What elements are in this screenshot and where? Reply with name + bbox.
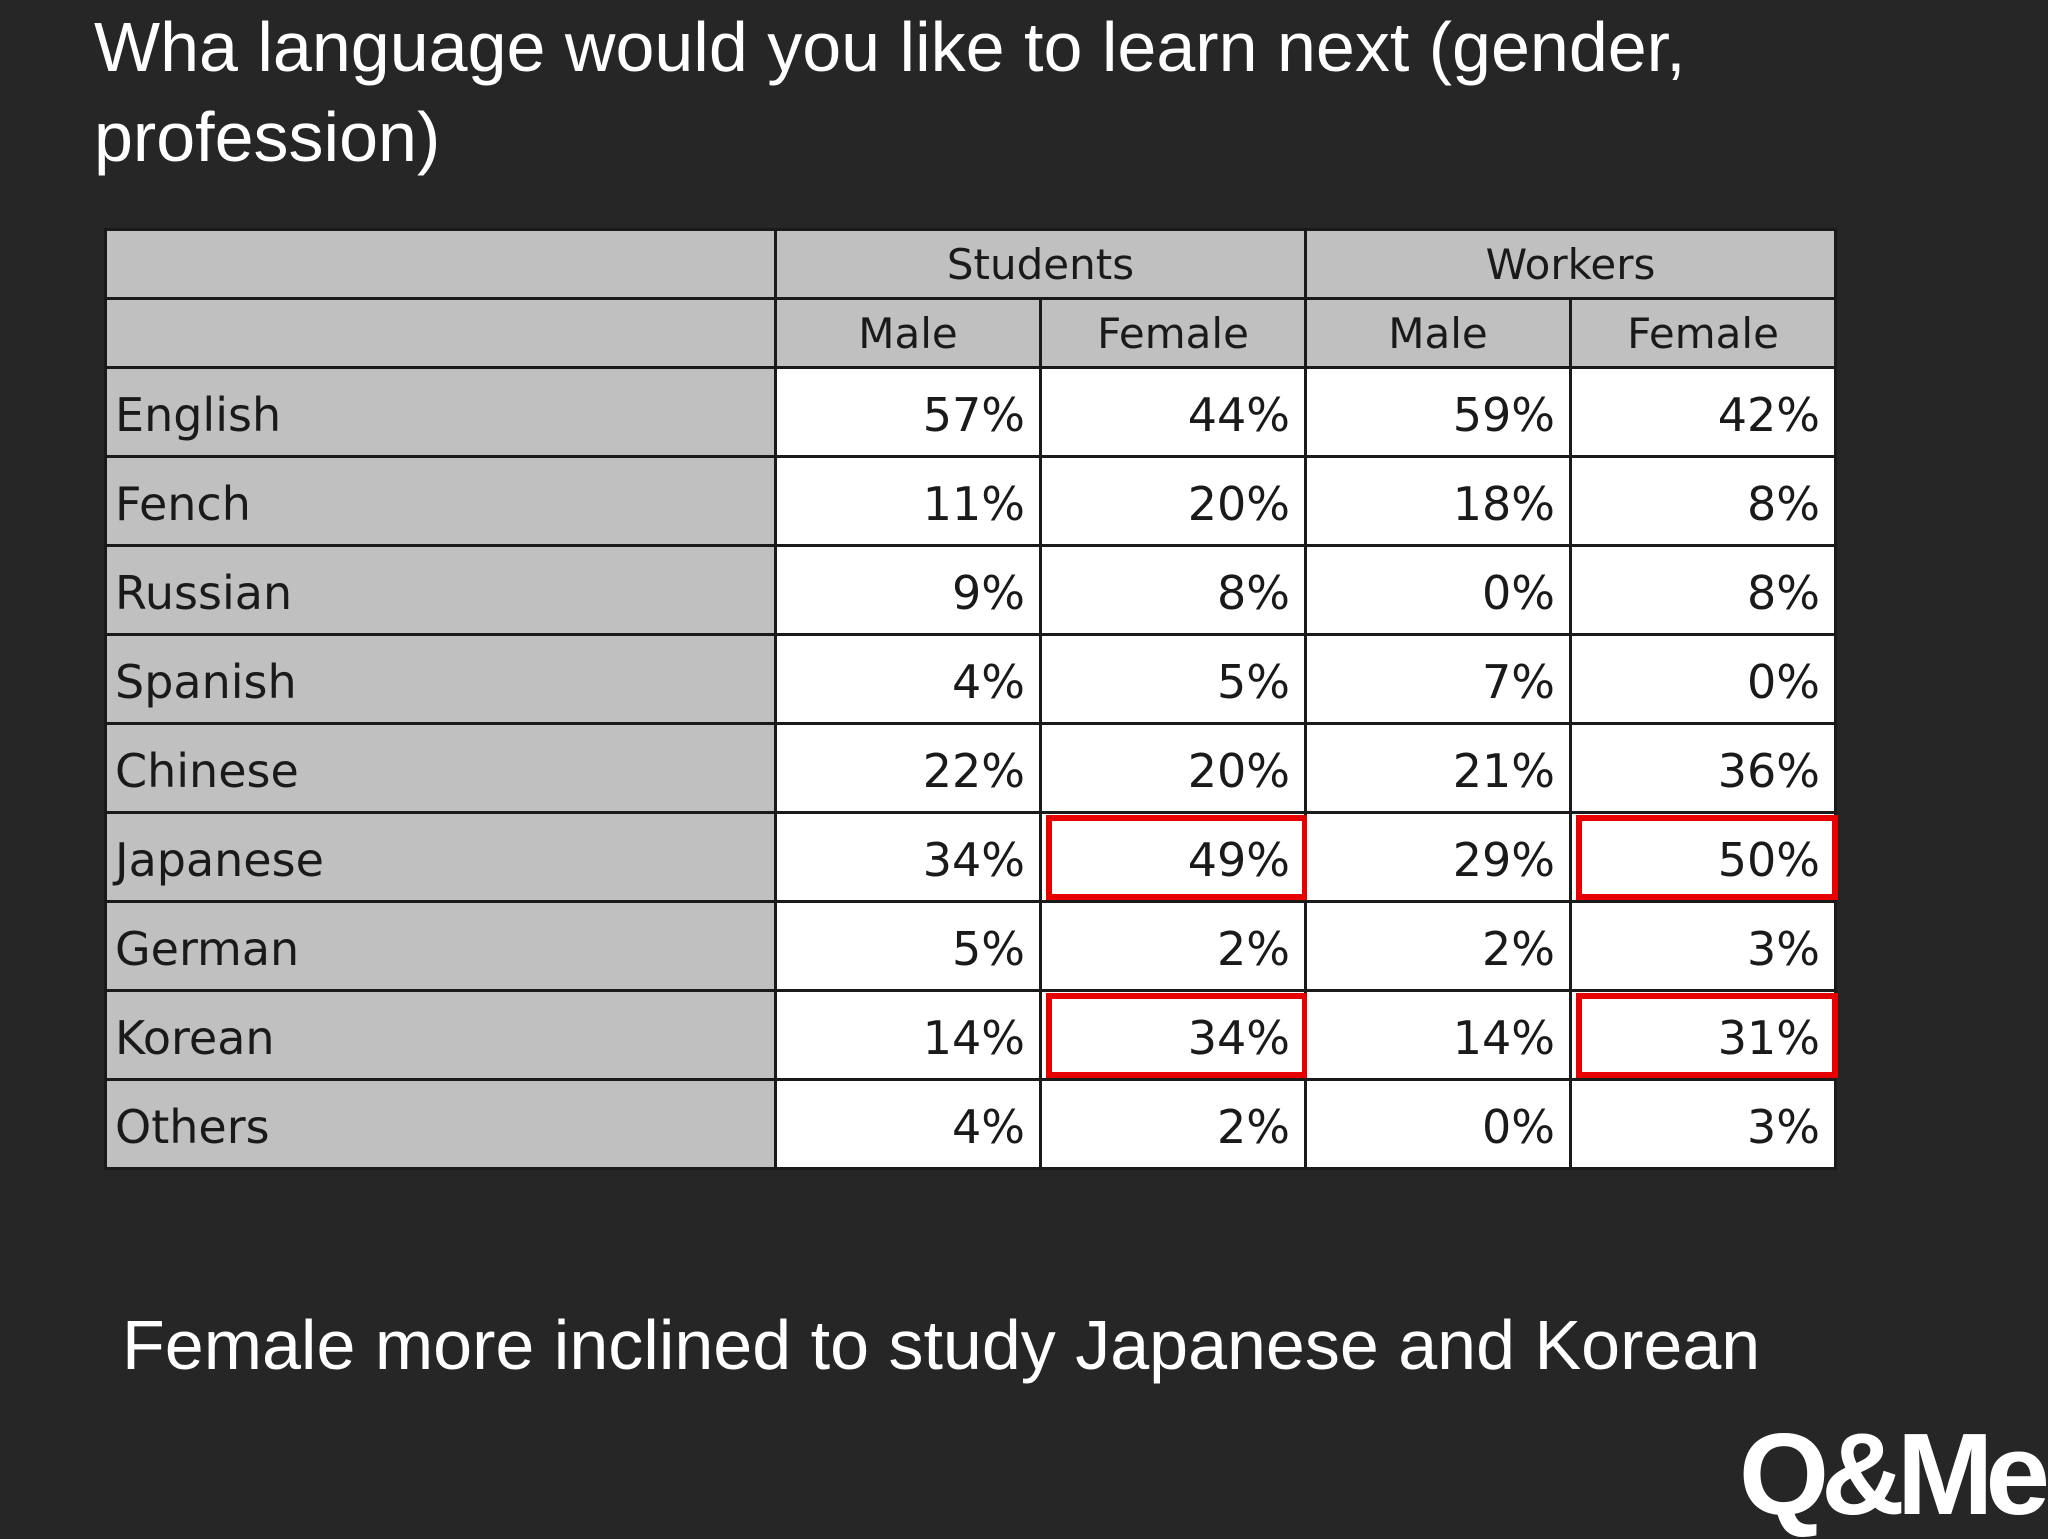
value-cell: 42%	[1569, 366, 1837, 458]
table-row: Others 4% 2% 0% 3%	[104, 1078, 1837, 1170]
sub-header-students-female: Female	[1039, 297, 1307, 369]
value-cell: 3%	[1569, 1078, 1837, 1170]
sub-header-students-male: Male	[774, 297, 1042, 369]
value-cell: 2%	[1304, 900, 1572, 992]
row-label: German	[104, 900, 777, 992]
row-label: Chinese	[104, 722, 777, 814]
value-cell: 8%	[1569, 455, 1837, 547]
value-cell: 20%	[1039, 455, 1307, 547]
header-corner	[104, 228, 777, 300]
table-body: English 57% 44% 59% 42% Fench 11% 20% 18% 8% Russi…	[104, 366, 1840, 1170]
header-corner-lower	[104, 297, 777, 369]
table-row: Russian 9% 8% 0% 8%	[104, 544, 1837, 636]
highlighted-value-cell: 31%	[1569, 989, 1840, 1081]
value-cell: 3%	[1569, 900, 1837, 992]
table-row: Fench 11% 20% 18% 8%	[104, 455, 1837, 547]
table-row: German 5% 2% 2% 3%	[104, 900, 1837, 992]
value-cell: 8%	[1039, 544, 1307, 636]
highlighted-value-cell: 50%	[1569, 811, 1840, 903]
value-cell: 22%	[774, 722, 1042, 814]
value-cell: 5%	[774, 900, 1042, 992]
group-header-workers: Workers	[1304, 228, 1837, 300]
value-cell: 8%	[1569, 544, 1837, 636]
value-cell: 34%	[774, 811, 1042, 903]
value-cell: 2%	[1039, 1078, 1307, 1170]
table-row: English 57% 44% 59% 42%	[104, 366, 1837, 458]
slide-title: Wha language would you like to learn nex…	[94, 8, 1686, 176]
brand-logo: Q&Me	[1738, 1409, 2048, 1539]
group-header-students: Students	[774, 228, 1307, 300]
row-label: Russian	[104, 544, 777, 636]
sub-header-row: Male Female Male Female	[104, 297, 1837, 369]
table-row: Korean 14% 34% 14% 31%	[104, 989, 1840, 1081]
value-cell: 2%	[1039, 900, 1307, 992]
value-cell: 18%	[1304, 455, 1572, 547]
row-label: Japanese	[104, 811, 777, 903]
value-cell: 36%	[1569, 722, 1837, 814]
row-label: Fench	[104, 455, 777, 547]
sub-header-workers-male: Male	[1304, 297, 1572, 369]
row-label: Others	[104, 1078, 777, 1170]
sub-header-workers-female: Female	[1569, 297, 1837, 369]
table-row: Chinese 22% 20% 21% 36%	[104, 722, 1837, 814]
value-cell: 44%	[1039, 366, 1307, 458]
value-cell: 0%	[1304, 544, 1572, 636]
value-cell: 9%	[774, 544, 1042, 636]
value-cell: 29%	[1304, 811, 1572, 903]
row-label: Spanish	[104, 633, 777, 725]
value-cell: 0%	[1569, 633, 1837, 725]
value-cell: 4%	[774, 1078, 1042, 1170]
value-cell: 21%	[1304, 722, 1572, 814]
value-cell: 57%	[774, 366, 1042, 458]
value-cell: 11%	[774, 455, 1042, 547]
value-cell: 59%	[1304, 366, 1572, 458]
value-cell: 14%	[1304, 989, 1572, 1081]
value-cell: 0%	[1304, 1078, 1572, 1170]
table-row: Japanese 34% 49% 29% 50%	[104, 811, 1840, 903]
value-cell: 20%	[1039, 722, 1307, 814]
slide-caption: Female more inclined to study Japanese a…	[122, 1306, 1761, 1384]
value-cell: 5%	[1039, 633, 1307, 725]
highlighted-value-cell: 49%	[1039, 811, 1310, 903]
value-cell: 7%	[1304, 633, 1572, 725]
row-label: Korean	[104, 989, 777, 1081]
row-label: English	[104, 366, 777, 458]
value-cell: 4%	[774, 633, 1042, 725]
value-cell: 14%	[774, 989, 1042, 1081]
highlighted-value-cell: 34%	[1039, 989, 1310, 1081]
table-row: Spanish 4% 5% 7% 0%	[104, 633, 1837, 725]
group-header-row: Students Workers	[104, 228, 1837, 300]
language-table: Students Workers Male Female Male Female…	[104, 228, 1840, 1170]
